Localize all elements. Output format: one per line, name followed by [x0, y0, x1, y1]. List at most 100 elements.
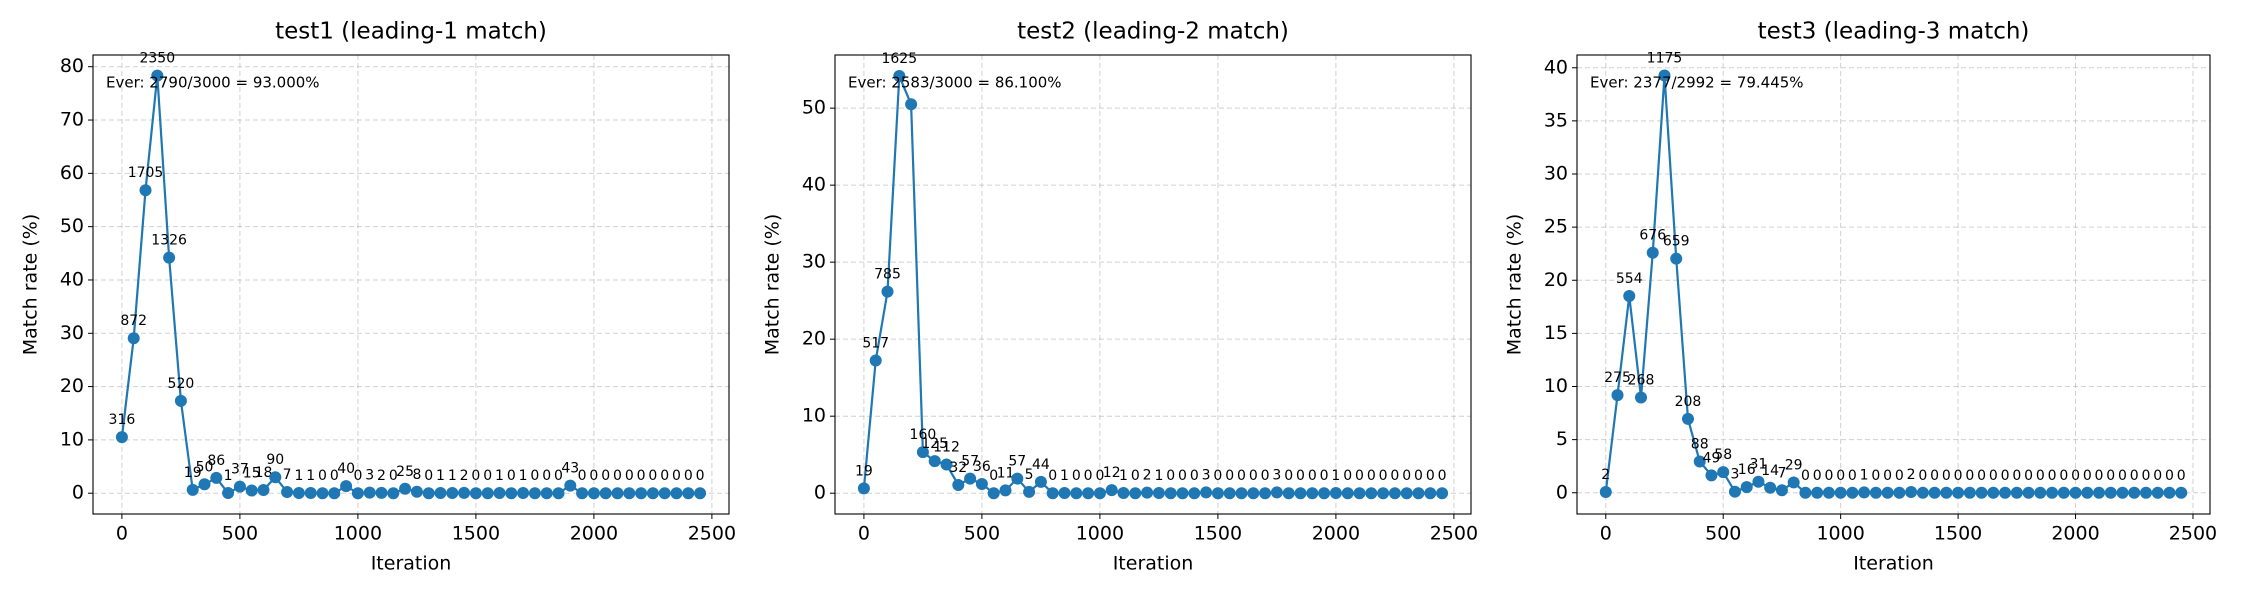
point-label: 11 — [997, 465, 1015, 481]
point — [245, 484, 258, 497]
point — [928, 455, 941, 468]
point-label: 57 — [1008, 454, 1026, 470]
point-label: 1 — [519, 468, 528, 484]
point — [1646, 246, 1659, 259]
point-label: 316 — [109, 412, 136, 428]
point — [1705, 469, 1718, 482]
point — [422, 487, 435, 500]
point-label: 659 — [1663, 234, 1690, 250]
point-label: 0 — [1848, 468, 1857, 484]
x-tick-label: 1500 — [452, 523, 500, 545]
point-label: 16 — [1738, 462, 1756, 478]
point-label: 554 — [1616, 271, 1643, 287]
point-label: 0 — [2001, 468, 2010, 484]
point-label: 0 — [1166, 468, 1175, 484]
y-tick-label: 40 — [1544, 56, 1568, 78]
point-label: 0 — [1249, 468, 1258, 484]
point-label: 1175 — [1647, 51, 1683, 67]
point-label: 1 — [448, 468, 457, 484]
point — [1023, 485, 1036, 498]
point-label: 0 — [330, 468, 339, 484]
point — [493, 487, 506, 500]
point — [1400, 487, 1413, 500]
point — [1070, 487, 1083, 500]
point-label: 0 — [2048, 468, 2057, 484]
x-tick-label: 1500 — [1934, 523, 1982, 545]
point — [446, 487, 459, 500]
point — [1975, 486, 1988, 499]
point-label: 0 — [1213, 468, 1222, 484]
x-tick-label: 2000 — [570, 523, 618, 545]
point-label: 1 — [1154, 468, 1163, 484]
point-label: 0 — [1942, 468, 1951, 484]
chart-title: test2 (leading-2 match) — [1017, 19, 1289, 45]
point — [1011, 472, 1024, 485]
y-tick-label: 25 — [1544, 216, 1568, 238]
point-label: 2 — [1143, 468, 1152, 484]
y-tick-label: 40 — [60, 268, 84, 290]
point-label: 25 — [396, 464, 414, 480]
point-label: 208 — [1675, 394, 1702, 410]
point — [2116, 486, 2129, 499]
point — [1341, 487, 1354, 500]
point — [1764, 481, 1777, 494]
point — [1858, 486, 1871, 499]
point — [292, 487, 305, 500]
point — [2081, 486, 2094, 499]
y-tick-label: 40 — [802, 174, 826, 196]
point — [694, 487, 707, 500]
x-axis-label: Iteration — [1853, 553, 1934, 575]
x-tick-label: 0 — [1600, 523, 1612, 545]
point-label: 125 — [921, 436, 948, 452]
x-tick-label: 0 — [116, 523, 128, 545]
point-label: 0 — [1989, 468, 1998, 484]
point-label: 0 — [1801, 468, 1810, 484]
point-label: 86 — [207, 453, 225, 469]
point — [893, 70, 906, 83]
point-label: 0 — [1190, 468, 1199, 484]
point — [1424, 487, 1437, 500]
point-label: 0 — [1871, 468, 1880, 484]
series-line — [120, 75, 701, 495]
point — [1928, 486, 1941, 499]
point — [399, 482, 412, 495]
point-label: 1 — [1060, 468, 1069, 484]
point — [1282, 487, 1295, 500]
point — [540, 487, 553, 500]
point — [1740, 481, 1753, 494]
point-label: 1 — [1331, 468, 1340, 484]
point — [1200, 486, 1213, 499]
point — [1223, 487, 1236, 500]
point — [1940, 486, 1953, 499]
point-label: 0 — [684, 468, 693, 484]
point — [576, 487, 589, 500]
point — [1388, 487, 1401, 500]
point — [1916, 486, 1929, 499]
point — [1235, 487, 1248, 500]
point — [2151, 486, 2164, 499]
point — [1611, 389, 1624, 402]
point — [1082, 487, 1095, 500]
y-tick-label: 5 — [1556, 428, 1568, 450]
point-label: 517 — [862, 336, 889, 352]
x-tick-label: 2000 — [2051, 523, 2099, 545]
point-label: 0 — [1965, 468, 1974, 484]
point — [1294, 487, 1307, 500]
point-label: 50 — [196, 459, 214, 475]
point-label: 0 — [1261, 468, 1270, 484]
point — [552, 487, 565, 500]
y-tick-label: 0 — [1556, 481, 1568, 503]
point — [975, 477, 988, 490]
point-label: 0 — [2024, 468, 2033, 484]
point — [304, 487, 317, 500]
point-label: 0 — [2012, 468, 2021, 484]
x-tick-label: 2500 — [2169, 523, 2217, 545]
point — [1635, 391, 1648, 404]
point — [987, 487, 1000, 500]
point — [1963, 486, 1976, 499]
point — [198, 478, 211, 491]
point-label: 0 — [2118, 468, 2127, 484]
point-label: 36 — [973, 459, 991, 475]
point — [1318, 487, 1331, 500]
point — [139, 184, 152, 197]
